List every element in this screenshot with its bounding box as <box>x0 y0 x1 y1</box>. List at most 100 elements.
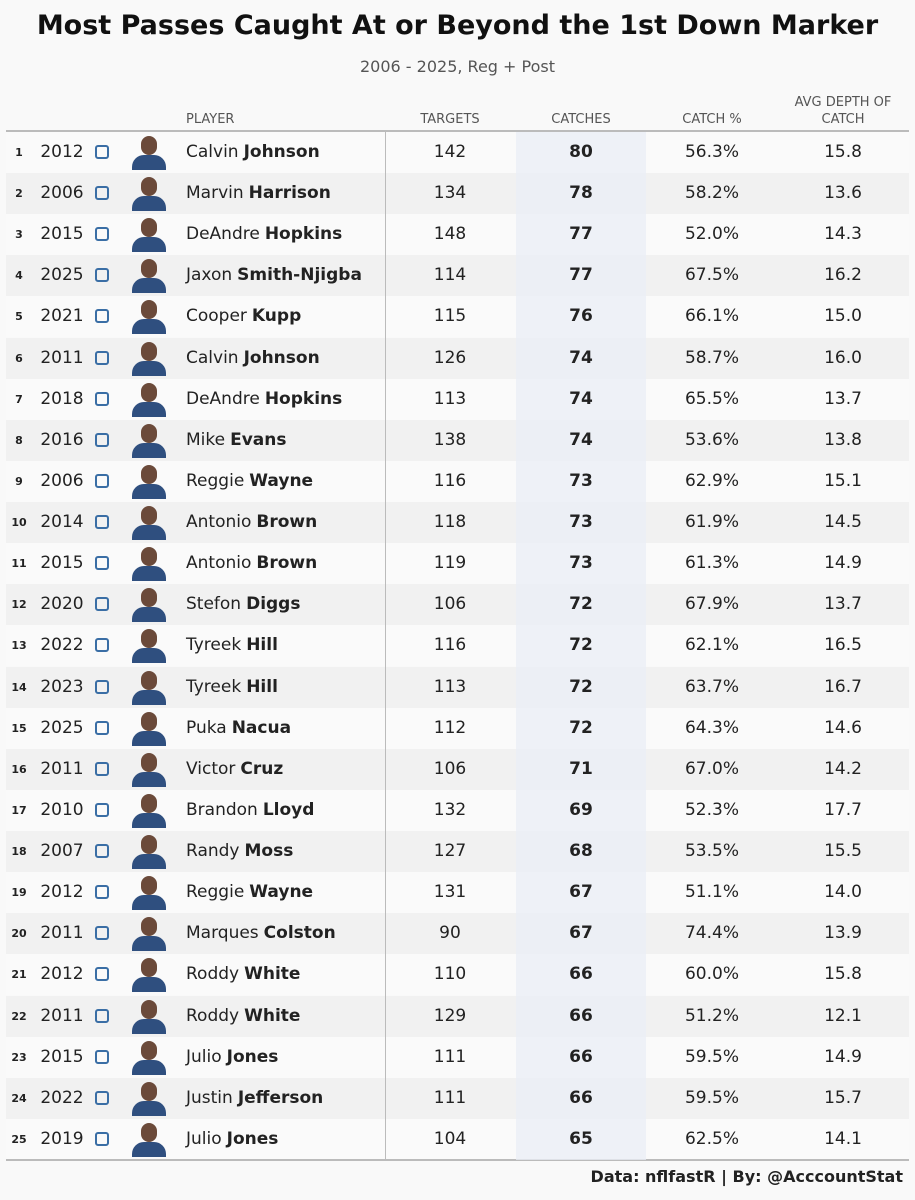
shoulders <box>132 483 166 499</box>
avg-depth: 15.0 <box>824 306 862 327</box>
avg-depth: 13.9 <box>824 923 862 944</box>
catch-pct: 67.5% <box>684 265 739 286</box>
catch-pct: 61.9% <box>684 512 739 533</box>
last-name: Brown <box>256 553 318 574</box>
last-name: Diggs <box>246 594 301 615</box>
first-name: Cooper <box>186 306 247 327</box>
season: 2022 <box>40 635 84 656</box>
season: 2006 <box>40 183 84 204</box>
shoulders <box>132 1141 166 1157</box>
table-row: 13 2022 Tyreek Hill 116 62.1% 16.5 <box>6 625 909 667</box>
targets: 106 <box>433 758 467 779</box>
head <box>141 547 157 567</box>
first-name: Marques <box>186 923 259 944</box>
subtitle: 2006 - 2025, Reg + Post <box>359 57 555 76</box>
player-name: Julio Jones <box>186 1119 386 1160</box>
last-name: Hopkins <box>264 388 343 409</box>
head <box>141 999 157 1019</box>
avg-depth: 15.1 <box>824 470 862 491</box>
targets: 116 <box>433 470 467 491</box>
player-name: Reggie Wayne <box>186 872 386 913</box>
season: 2012 <box>40 964 84 985</box>
catches: 78 <box>569 183 593 204</box>
first-name: Mike <box>186 429 226 450</box>
team-logo <box>95 309 109 324</box>
avg-depth: 12.1 <box>824 1005 862 1026</box>
last-name: Evans <box>230 429 287 450</box>
team-logo <box>95 556 109 571</box>
catches: 73 <box>569 470 593 491</box>
shoulders <box>132 155 166 170</box>
catch-pct: 62.9% <box>684 470 739 491</box>
team-logo <box>95 145 109 159</box>
targets: 148 <box>433 224 467 245</box>
shoulders <box>132 1018 166 1034</box>
player-name: Tyreek Hill <box>186 625 386 666</box>
team-logo <box>95 638 109 653</box>
catches: 74 <box>569 429 593 450</box>
team-logo <box>95 350 109 365</box>
avg-depth: 13.8 <box>824 429 862 450</box>
catch-pct: 59.5% <box>684 1087 739 1108</box>
team-logo <box>95 473 109 488</box>
player-name: Reggie Wayne <box>186 461 386 502</box>
catch-pct: 60.0% <box>684 964 739 985</box>
rank: 14 <box>11 680 27 694</box>
catches: 72 <box>569 635 593 656</box>
rank: 4 <box>15 269 23 283</box>
catches: 66 <box>569 1005 593 1026</box>
season: 2016 <box>40 429 84 450</box>
table-row: 24 2022 Justin Jefferson 111 59.5% 15.7 <box>6 1077 909 1119</box>
player-name: Marques Colston <box>186 913 386 954</box>
catch-pct: 53.5% <box>684 841 739 862</box>
avg-depth: 14.2 <box>824 758 862 779</box>
table-row: 15 2025 Puka Nacua 112 64.3% 14.6 <box>6 707 909 749</box>
catches: 72 <box>569 717 593 738</box>
headshot <box>130 876 168 911</box>
head <box>141 752 157 772</box>
table-row: 10 2014 Antonio Brown 118 61.9% 14.5 <box>6 502 909 544</box>
shoulders <box>132 936 166 952</box>
col-header: CATCHES <box>551 112 611 127</box>
player-name: Stefon Diggs <box>186 584 386 625</box>
headshot <box>130 1081 168 1116</box>
team-logo <box>95 720 109 735</box>
catches: 66 <box>569 1087 593 1108</box>
last-name: Wayne <box>249 470 314 491</box>
head <box>141 711 157 731</box>
team-logo <box>95 391 109 406</box>
headshot <box>130 506 168 541</box>
season: 2021 <box>40 306 84 327</box>
avg-depth: 14.0 <box>824 882 862 903</box>
targets: 131 <box>433 882 467 903</box>
headshot <box>130 547 168 582</box>
catches: 66 <box>569 1046 593 1067</box>
first-name: DeAndre <box>186 224 260 245</box>
catches: 73 <box>569 553 593 574</box>
team-logo <box>95 967 109 982</box>
team-logo <box>95 597 109 612</box>
table-row: 22 2011 Roddy White 129 51.2% 12.1 <box>6 995 909 1037</box>
first-name: DeAndre <box>186 388 260 409</box>
catches: 74 <box>569 388 593 409</box>
catch-pct: 66.1% <box>684 306 739 327</box>
shoulders <box>132 360 166 376</box>
team-logo <box>95 679 109 694</box>
headshot <box>130 670 168 705</box>
catch-pct: 58.2% <box>684 183 739 204</box>
table-row: 8 2016 Mike Evans 138 53.6% 13.8 <box>6 419 909 461</box>
headshot <box>130 464 168 499</box>
last-name: Harrison <box>248 183 331 204</box>
first-name: Reggie <box>186 882 245 903</box>
last-name: Hopkins <box>264 224 343 245</box>
catches: 77 <box>569 224 593 245</box>
rank: 12 <box>11 598 27 612</box>
table-row: 20 2011 Marques Colston 90 74.4% 13.9 <box>6 913 909 955</box>
headshot <box>130 1122 168 1157</box>
player-name: Marvin Harrison <box>186 173 386 214</box>
rank: 9 <box>15 474 23 488</box>
rank: 15 <box>11 721 27 735</box>
shoulders <box>132 607 166 623</box>
first-name: Tyreek <box>186 635 242 656</box>
player-name: DeAndre Hopkins <box>186 379 386 420</box>
